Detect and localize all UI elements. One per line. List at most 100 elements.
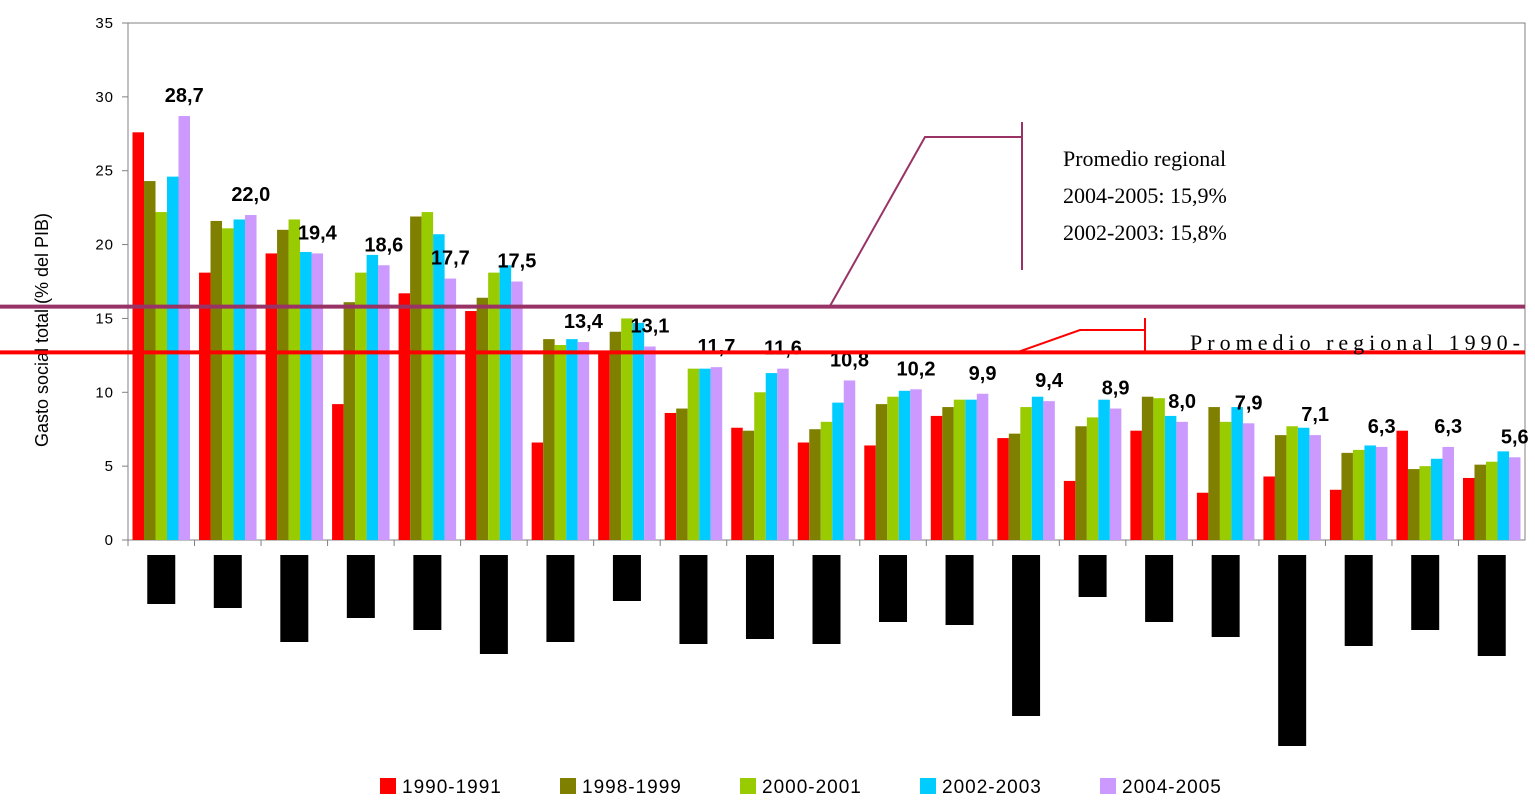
y-tick-label: 30 <box>95 89 114 106</box>
y-tick-label: 10 <box>95 384 114 401</box>
bar-2002-2003-10 <box>832 402 844 540</box>
bar-1998-1999-16 <box>1208 407 1220 540</box>
bar-2000-2001-17 <box>1286 426 1298 540</box>
bar-1998-1999-15 <box>1141 396 1154 540</box>
bar-1990-1991-13 <box>997 438 1009 540</box>
bar-1998-1999-17 <box>1274 435 1287 540</box>
bar-2000-2001-11 <box>887 396 899 540</box>
bar-2004-2005-13 <box>1043 401 1055 540</box>
bar-1998-1999-1 <box>210 220 223 541</box>
country-label-bar <box>1278 555 1307 746</box>
country-label-bar <box>612 555 641 601</box>
bar-1990-1991-4 <box>398 293 411 540</box>
data-label: 9,4 <box>1035 370 1064 392</box>
bar-1990-1991-18 <box>1329 489 1342 540</box>
bar-1990-1991-2 <box>265 253 278 541</box>
annotation-2004-line1: Promedio regional <box>1063 146 1226 171</box>
bar-2002-2003-3 <box>366 254 379 540</box>
bar-2000-2001-5 <box>488 272 500 540</box>
country-label-bar <box>1211 555 1240 637</box>
bar-1990-1991-10 <box>797 442 810 540</box>
bar-2004-2005-3 <box>378 265 390 540</box>
y-axis-title: Gasto social total (% del PIB) <box>32 213 52 447</box>
legend-label-1: 1998-1999 <box>582 777 682 798</box>
leader-line-2004-2005 <box>829 136 1022 307</box>
bar-2000-2001-16 <box>1219 421 1232 540</box>
legend-swatch-1 <box>560 778 576 794</box>
bar-2002-2003-13 <box>1031 396 1044 540</box>
country-label-bar <box>1078 555 1107 597</box>
bar-2002-2003-18 <box>1364 445 1376 540</box>
country-label-bar <box>879 555 908 622</box>
bar-2000-2001-10 <box>820 421 833 540</box>
legend-swatch-2 <box>740 778 756 794</box>
bar-1990-1991-5 <box>465 311 477 540</box>
leader-line-1990-1991 <box>1014 329 1145 354</box>
country-label-bar <box>1411 555 1440 630</box>
bar-2004-2005-0 <box>178 116 191 540</box>
bar-1998-1999-8 <box>676 408 688 540</box>
bar-2002-2003-2 <box>300 251 312 540</box>
data-label: 28,7 <box>165 85 204 107</box>
bar-2000-2001-15 <box>1153 398 1165 540</box>
bar-2002-2003-6 <box>566 339 578 540</box>
data-label: 10,8 <box>830 349 869 371</box>
bar-1990-1991-1 <box>199 272 211 540</box>
bar-2002-2003-15 <box>1164 415 1177 540</box>
bar-2004-2005-14 <box>1109 408 1122 540</box>
bar-2000-2001-0 <box>155 212 168 540</box>
legend-label-3: 2002-2003 <box>942 777 1042 798</box>
data-label: 13,1 <box>630 315 669 337</box>
country-label-bar <box>945 555 974 625</box>
bar-1990-1991-20 <box>1462 477 1475 540</box>
bar-1990-1991-8 <box>664 412 677 540</box>
data-label: 7,9 <box>1235 392 1263 414</box>
data-label: 22,0 <box>231 184 270 206</box>
bar-2000-2001-12 <box>953 399 966 540</box>
y-tick-label: 25 <box>95 163 114 180</box>
y-tick-label: 5 <box>105 458 114 475</box>
bar-2004-2005-7 <box>644 346 656 540</box>
bar-2004-2005-10 <box>843 380 856 540</box>
legend-label-2: 2000-2001 <box>762 777 862 798</box>
country-label-bar <box>1477 555 1506 656</box>
data-label: 17,5 <box>497 251 536 273</box>
legend-label-4: 2004-2005 <box>1122 777 1222 798</box>
data-label: 6,3 <box>1434 416 1462 438</box>
country-label-bar <box>280 555 309 642</box>
data-label: 9,9 <box>969 363 997 385</box>
bar-2000-2001-13 <box>1020 407 1032 540</box>
bar-2004-2005-1 <box>245 215 257 540</box>
bar-1990-1991-15 <box>1130 430 1142 540</box>
bar-2002-2003-4 <box>433 234 445 540</box>
bar-2000-2001-18 <box>1352 449 1365 540</box>
legend-swatch-4 <box>1100 778 1116 794</box>
legend-swatch-0 <box>380 778 396 794</box>
y-tick-label: 15 <box>95 310 114 327</box>
legend-label-0: 1990-1991 <box>402 777 502 798</box>
country-label-bar <box>1344 555 1373 646</box>
bar-2004-2005-4 <box>444 278 457 540</box>
bar-1990-1991-14 <box>1063 480 1076 540</box>
bar-2002-2003-11 <box>898 390 911 540</box>
bar-2000-2001-6 <box>554 345 567 540</box>
bar-1990-1991-17 <box>1263 476 1275 540</box>
bar-2002-2003-12 <box>965 399 977 540</box>
bar-1998-1999-20 <box>1474 464 1486 540</box>
country-label-bar <box>413 555 442 630</box>
bar-1998-1999-9 <box>742 430 755 540</box>
bar-2000-2001-8 <box>687 368 700 540</box>
bar-2002-2003-16 <box>1231 407 1243 540</box>
annotation-2004-line2: 2004-2005: 15,9% <box>1063 183 1227 208</box>
data-label: 13,4 <box>564 311 604 333</box>
data-label: 18,6 <box>364 234 403 256</box>
annotation-1990: Promedio regional 1990- <box>1190 330 1520 355</box>
bar-1998-1999-14 <box>1075 426 1087 540</box>
bar-1990-1991-6 <box>531 442 544 540</box>
bar-2002-2003-0 <box>167 176 179 540</box>
data-label: 17,7 <box>431 248 470 270</box>
bar-2004-2005-17 <box>1309 435 1321 540</box>
bar-1998-1999-6 <box>543 339 555 540</box>
data-label: 19,4 <box>298 222 338 244</box>
